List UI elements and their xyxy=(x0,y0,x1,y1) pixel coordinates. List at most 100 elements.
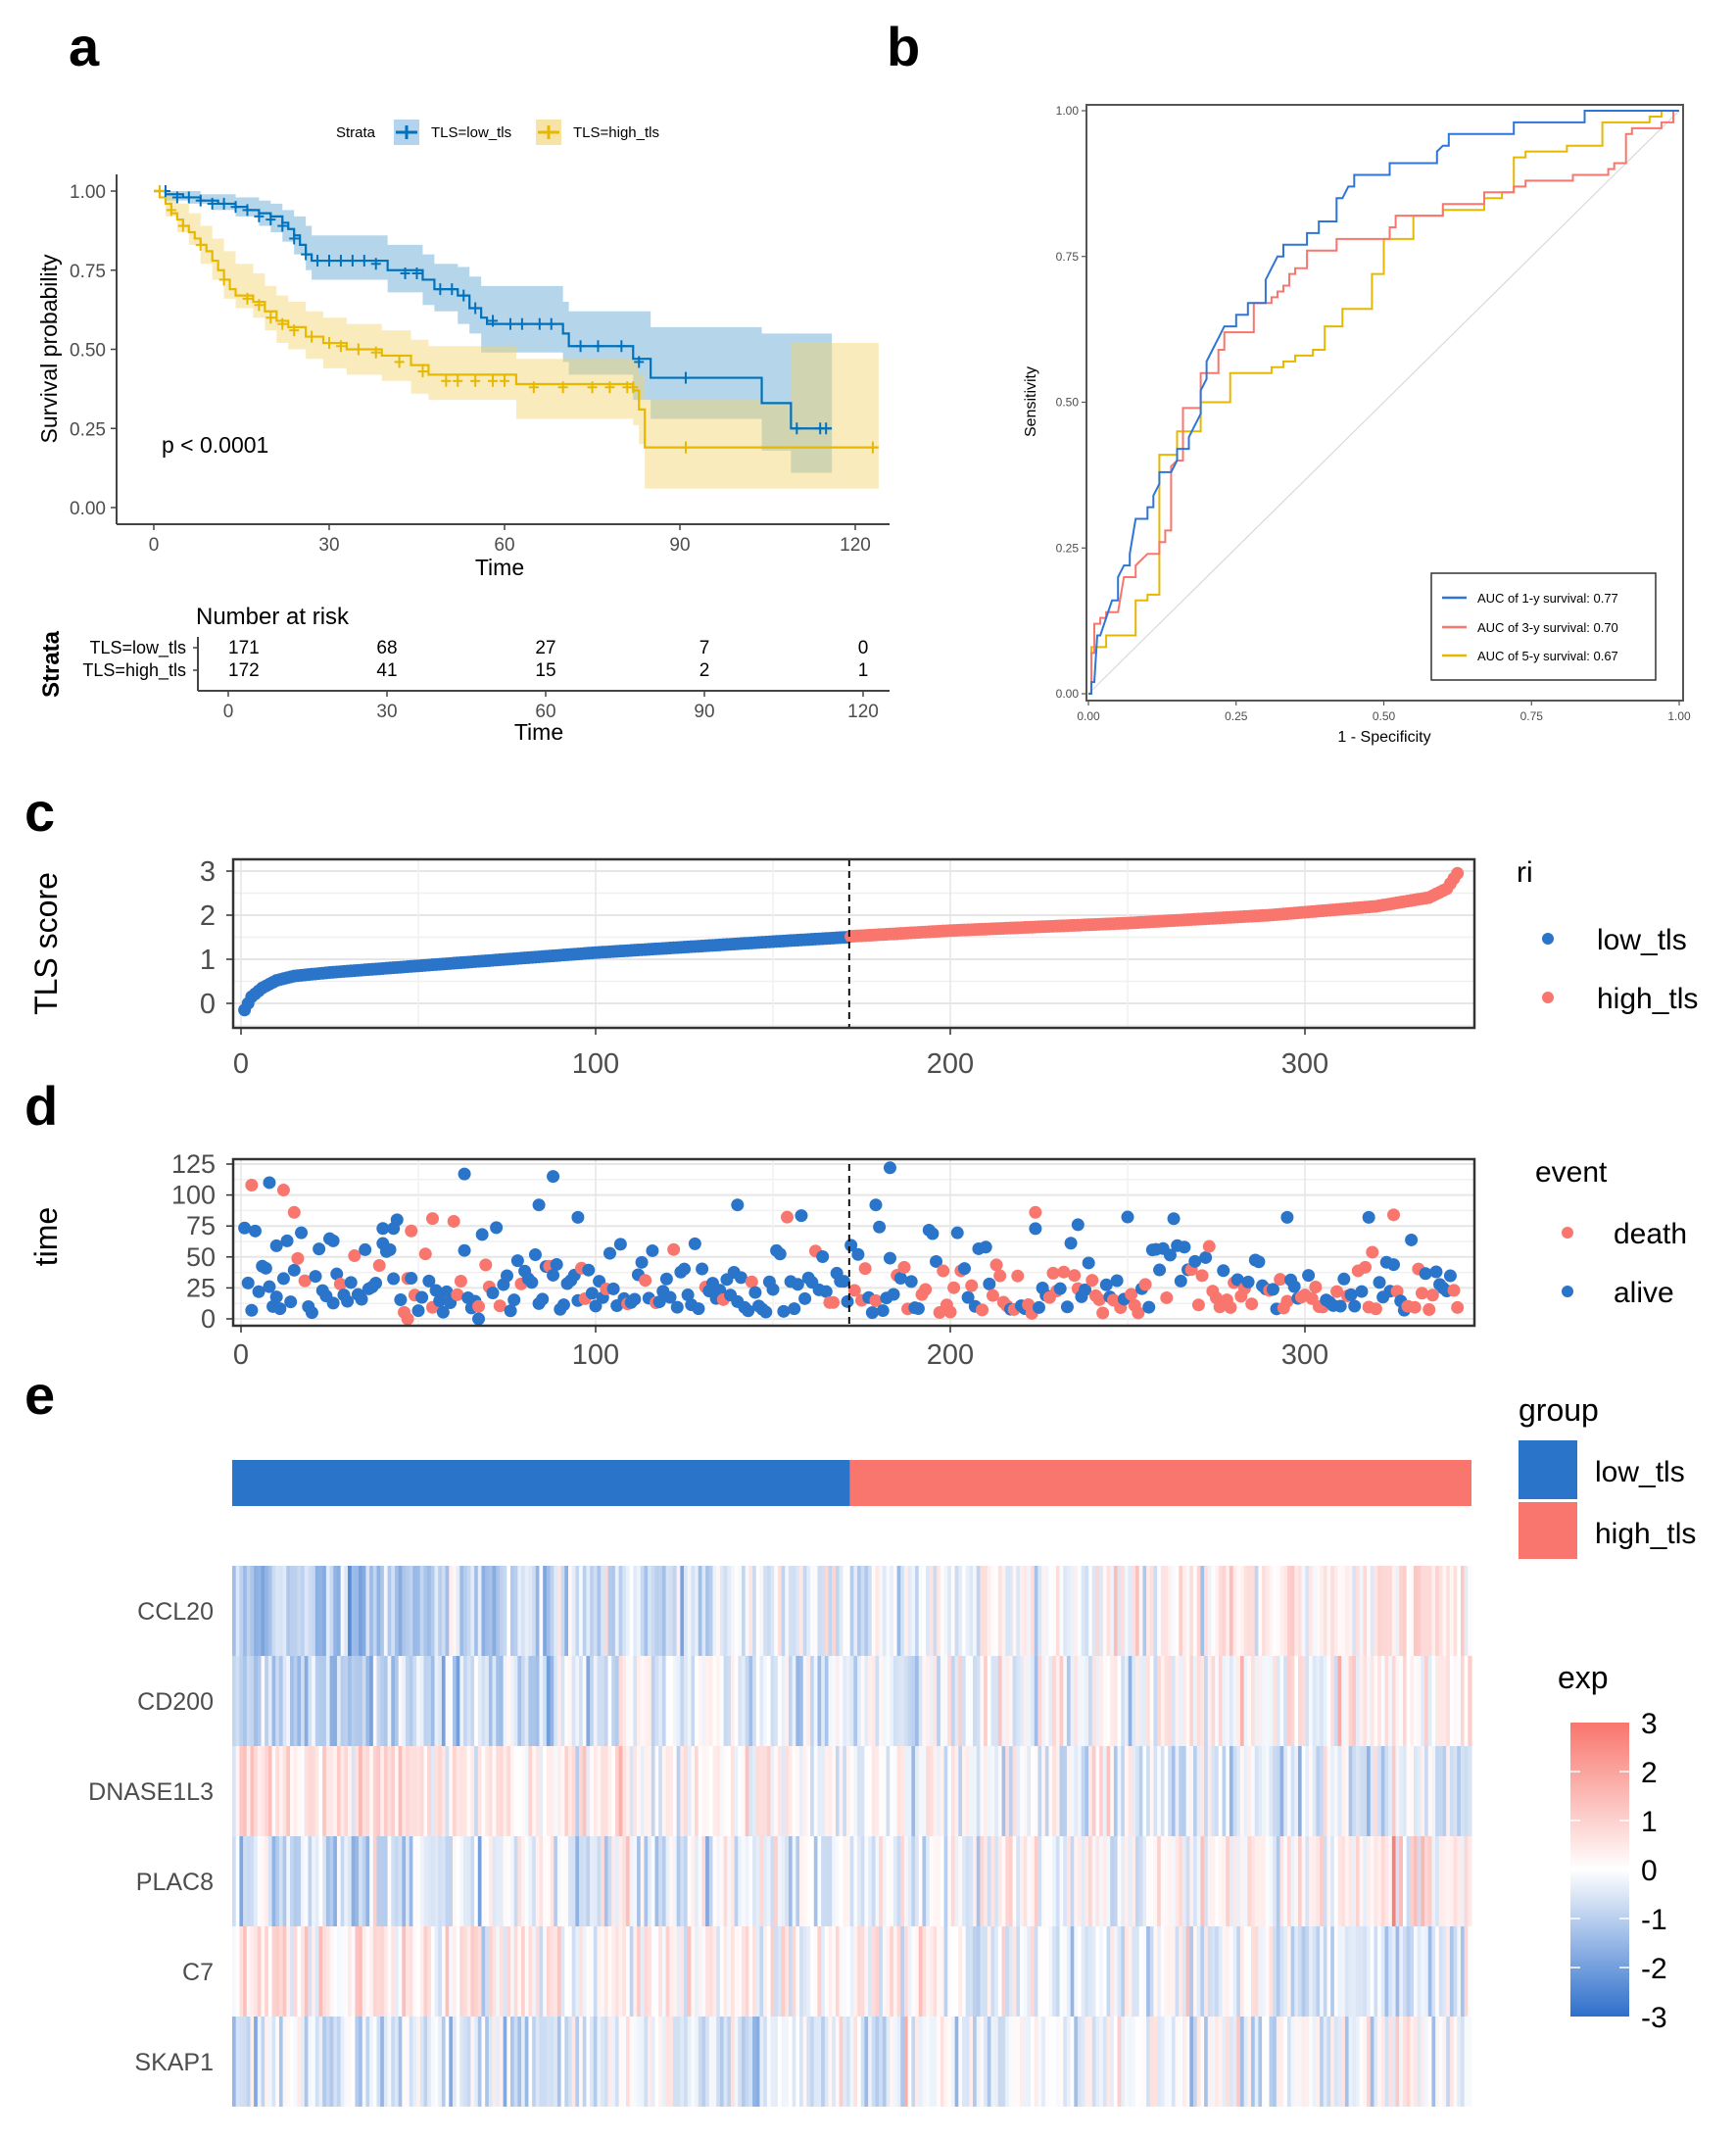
heatmap-cell xyxy=(387,1926,392,2017)
heatmap-cell xyxy=(1438,1656,1444,1746)
heatmap-colorbar-tick-label: 1 xyxy=(1641,1806,1658,1838)
heatmap-cell xyxy=(293,2017,298,2107)
heatmap-cell xyxy=(434,1656,439,1746)
tls-score-legend-title: ri xyxy=(1517,856,1533,889)
heatmap-cell xyxy=(1081,1656,1085,1746)
heatmap-cell xyxy=(1374,1656,1378,1746)
heatmap-cell xyxy=(1410,1926,1415,2017)
heatmap-cell xyxy=(669,2017,674,2107)
heatmap-cell xyxy=(593,1656,599,1746)
heatmap-cell xyxy=(257,1836,263,1926)
heatmap-cell xyxy=(1294,1926,1299,2017)
heatmap-cell xyxy=(684,2017,689,2107)
heatmap-cell xyxy=(614,2017,620,2107)
heatmap-cell xyxy=(1196,1566,1201,1656)
heatmap-cell xyxy=(1413,2017,1419,2107)
heatmap-cell xyxy=(1380,1656,1386,1746)
heatmap-cell xyxy=(607,1566,612,1656)
heatmap-cell xyxy=(261,1656,265,1746)
heatmap-cell xyxy=(579,1656,584,1746)
heatmap-cell xyxy=(903,1836,909,1926)
heatmap-cell xyxy=(503,1656,507,1746)
survival-time-point-alive xyxy=(628,1292,642,1306)
heatmap-cell xyxy=(1279,1746,1284,1836)
survival-time-point-alive xyxy=(510,1254,524,1268)
heatmap-cell xyxy=(449,2017,454,2107)
tls-score-x-tick-label: 300 xyxy=(1281,1048,1328,1080)
heatmap-cell xyxy=(940,2017,945,2107)
heatmap-cell xyxy=(1081,1926,1085,2017)
heatmap-cell xyxy=(994,2017,999,2107)
heatmap-cell xyxy=(250,1656,255,1746)
heatmap-cell xyxy=(810,1746,815,1836)
heatmap-cell xyxy=(1247,1656,1252,1746)
risk-table: Number at risk Strata Time TLS=low_tls 17… xyxy=(38,604,890,745)
heatmap-cell xyxy=(1395,1746,1400,1836)
heatmap-cell xyxy=(496,1566,501,1656)
survival-time-point-alive xyxy=(1060,1300,1074,1314)
survival-time-point-alive xyxy=(851,1247,865,1261)
survival-time-point-alive xyxy=(646,1243,659,1257)
heatmap-cell xyxy=(774,2017,779,2107)
survival-time-point-death xyxy=(858,1262,872,1276)
heatmap-cell xyxy=(1417,1926,1422,2017)
heatmap-cell xyxy=(430,1926,436,2017)
heatmap-cell xyxy=(622,1926,627,2017)
heatmap-cell xyxy=(318,2017,323,2107)
heatmap-cell xyxy=(759,1926,764,2017)
heatmap-cell xyxy=(355,1926,360,2017)
heatmap-cell xyxy=(738,1926,743,2017)
heatmap-cell xyxy=(799,1926,804,2017)
heatmap-cell xyxy=(1395,1656,1400,1746)
heatmap-cell xyxy=(766,1926,772,2017)
heatmap-cell xyxy=(546,1566,552,1656)
heatmap-cell xyxy=(1326,1836,1331,1926)
heatmap-cell xyxy=(586,1566,591,1656)
survival-time-point-death xyxy=(976,1303,989,1317)
heatmap-cell xyxy=(1265,1926,1271,2017)
heatmap-cell xyxy=(922,1836,927,1926)
heatmap-cell xyxy=(1316,1926,1321,2017)
heatmap-cell xyxy=(582,1836,588,1926)
heatmap-cell xyxy=(554,1836,558,1926)
heatmap-cell xyxy=(929,1566,935,1656)
heatmap-cell xyxy=(1070,1926,1075,2017)
heatmap-cell xyxy=(362,1926,367,2017)
heatmap-cell xyxy=(1005,1656,1010,1746)
heatmap-cell xyxy=(416,2017,421,2107)
heatmap-cell xyxy=(564,1836,569,1926)
survival-time-point-alive xyxy=(742,1304,755,1318)
heatmap-color-legend-title: exp xyxy=(1558,1660,1609,1695)
heatmap-cell xyxy=(1232,1656,1237,1746)
survival-time-point-alive xyxy=(1082,1256,1095,1270)
heatmap-cell xyxy=(1138,2017,1143,2107)
heatmap-cell xyxy=(246,1566,252,1656)
heatmap-cell xyxy=(882,2017,888,2107)
heatmap-cell xyxy=(517,1746,522,1836)
survival-time-point-death xyxy=(348,1249,362,1263)
heatmap-cell xyxy=(1059,1566,1064,1656)
heatmap-cell xyxy=(348,1836,353,1926)
heatmap-cell xyxy=(322,1566,327,1656)
heatmap-cell xyxy=(1074,1836,1079,1926)
heatmap-cell xyxy=(554,2017,558,2107)
heatmap-cell xyxy=(965,1746,970,1836)
heatmap-cell xyxy=(556,1926,562,2017)
heatmap-cell xyxy=(297,1836,302,1926)
heatmap-cell xyxy=(308,1836,313,1926)
heatmap-cell xyxy=(937,1656,941,1746)
tls-score-legend-key-high xyxy=(1542,992,1554,1003)
heatmap-cell xyxy=(1363,2017,1368,2107)
heatmap-cell xyxy=(1294,1656,1299,1746)
heatmap-cell xyxy=(745,2017,749,2107)
heatmap-cell xyxy=(915,1836,920,1926)
heatmap-cell xyxy=(372,1746,378,1836)
heatmap-colorbar-tick-label: -1 xyxy=(1641,1904,1667,1936)
heatmap-cell xyxy=(1063,1926,1068,2017)
heatmap-cell xyxy=(839,1566,844,1656)
heatmap-cell xyxy=(828,1836,833,1926)
heatmap-cell xyxy=(973,1926,978,2017)
heatmap-cell xyxy=(1121,2017,1126,2107)
heatmap-cell xyxy=(839,1656,844,1746)
heatmap-cell xyxy=(943,1656,948,1746)
